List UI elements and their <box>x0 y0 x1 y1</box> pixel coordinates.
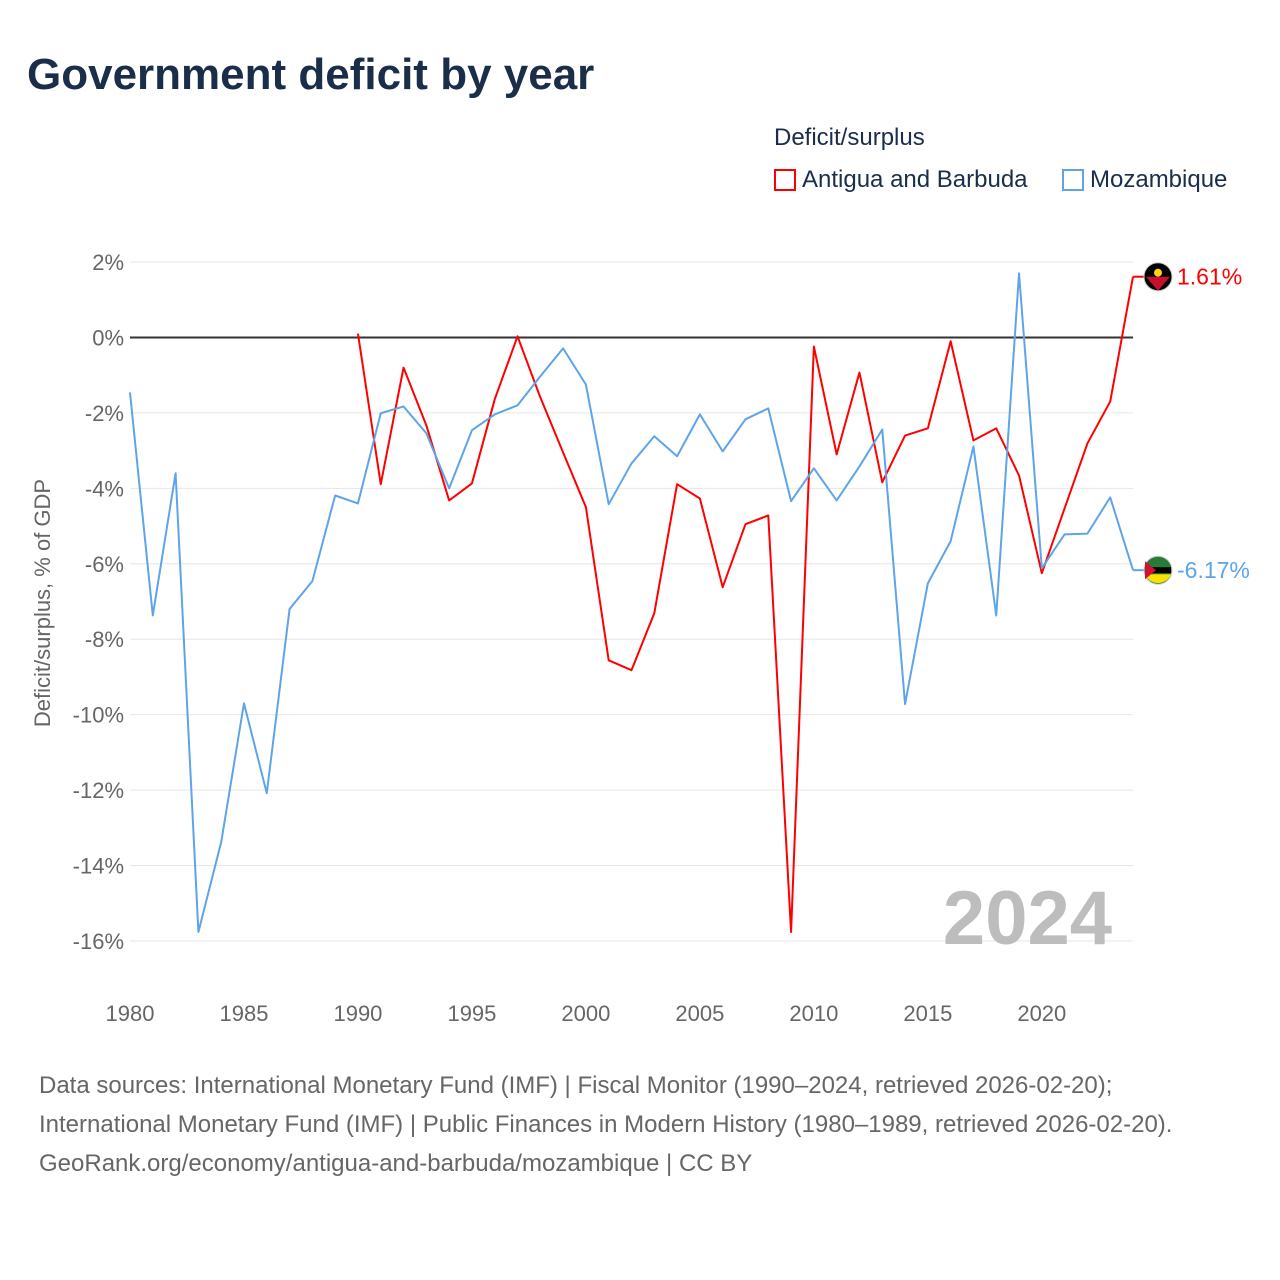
series-line-antigua <box>356 276 1134 933</box>
x-tick-label: 1990 <box>333 1001 382 1026</box>
x-tick-label: 1995 <box>447 1001 496 1026</box>
legend-label: Antigua and Barbuda <box>802 166 1028 193</box>
flag-icon <box>1145 561 1156 580</box>
y-tick-label: -2% <box>85 401 124 426</box>
legend-title: Deficit/surplus <box>774 124 925 151</box>
y-tick-label: -12% <box>73 778 124 803</box>
x-tick-label: 2020 <box>1017 1001 1066 1026</box>
end-value-label: 1.61% <box>1177 264 1242 290</box>
y-tick-label: -14% <box>73 854 124 879</box>
data-sources: Data sources: International Monetary Fun… <box>39 1072 1173 1138</box>
y-tick-label: 0% <box>92 325 124 350</box>
flag-icon <box>1146 276 1170 291</box>
x-tick-label: 2015 <box>903 1001 952 1026</box>
x-tick-label: 1985 <box>220 1001 269 1026</box>
legend-swatch <box>1062 169 1084 191</box>
flag-icon <box>1145 567 1171 574</box>
y-axis-label: Deficit/surplus, % of GDP <box>30 479 55 727</box>
footer: Data sources: International Monetary Fun… <box>39 1066 1249 1183</box>
end-value-label: -6.17% <box>1177 557 1250 583</box>
year-watermark: 2024 <box>943 876 1112 961</box>
y-tick-label: -4% <box>85 476 124 501</box>
y-tick-label: 2% <box>92 250 124 275</box>
legend-item-mozambique[interactable]: Mozambique <box>1062 166 1227 194</box>
legend-item-antigua[interactable]: Antigua and Barbuda <box>774 166 1028 194</box>
y-tick-label: -10% <box>73 703 124 728</box>
series-line-mozambique <box>129 272 1134 933</box>
y-tick-label: -8% <box>85 627 124 652</box>
x-tick-label: 2000 <box>561 1001 610 1026</box>
y-tick-label: -16% <box>73 929 124 954</box>
line-chart: 2% 0% -2% -4% -6% -8% -10% -12% -14% -16% 1980 1985… <box>30 250 1250 1026</box>
legend-label: Mozambique <box>1090 166 1228 193</box>
x-tick-label: 2005 <box>675 1001 724 1026</box>
credit-link[interactable]: GeoRank.org/economy/antigua-and-barbuda/… <box>39 1150 753 1177</box>
legend-swatch <box>774 169 796 191</box>
flag-icon <box>1145 574 1171 583</box>
x-tick-label: 1980 <box>106 1001 155 1026</box>
y-tick-label: -6% <box>85 552 124 577</box>
x-tick-label: 2010 <box>789 1001 838 1026</box>
chart-title: Government deficit by year <box>27 50 595 99</box>
flag-icon <box>1154 268 1162 277</box>
